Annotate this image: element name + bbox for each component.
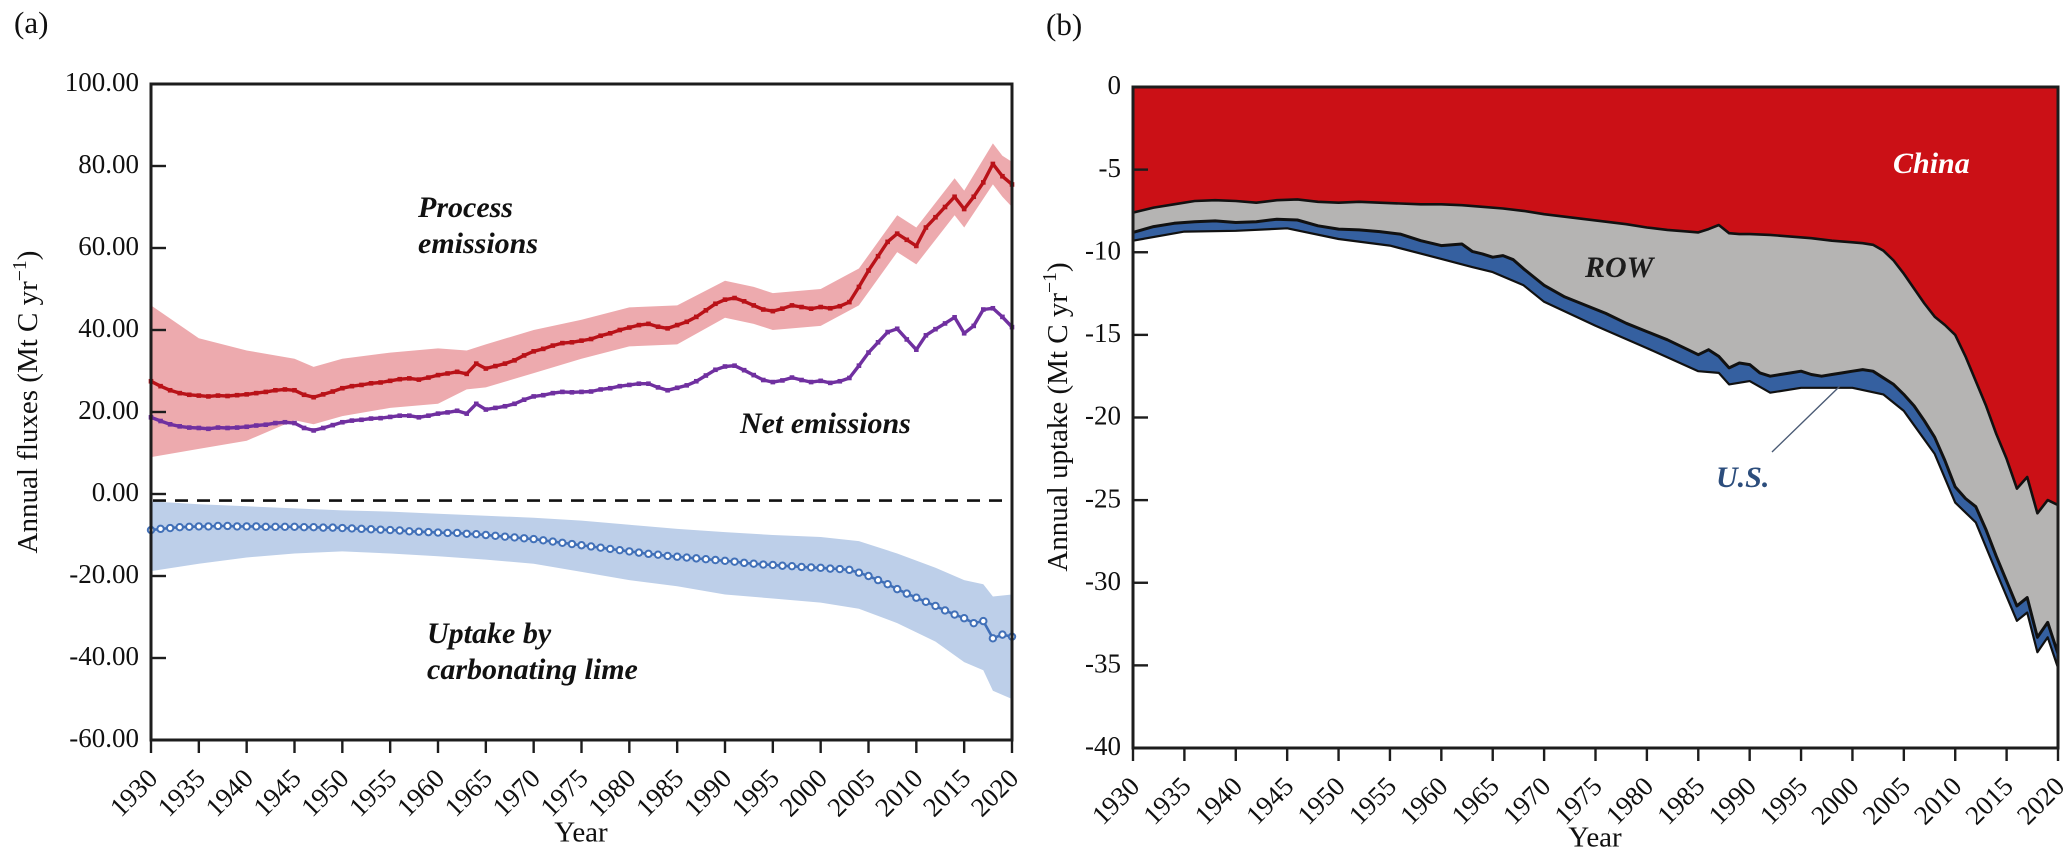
panel-a-x-tick-label: 2000 <box>774 763 833 822</box>
china-row-boundary-line <box>1132 198 2059 515</box>
panel-b-x-tick-label: 1950 <box>1291 771 1350 830</box>
panel-a-y-tick-label: 40.00 <box>78 313 139 343</box>
annotation-us: U.S. <box>1716 461 1770 494</box>
panel-b-x-tick-label: 1970 <box>1497 771 1556 830</box>
panel-a-tag: (a) <box>14 5 49 40</box>
panel-a-y-tick-label: -60.00 <box>69 723 139 753</box>
panel-a-x-tick-label: 1960 <box>391 763 450 822</box>
annotation-uptake-carbonating-lime: Uptake by carbonating lime <box>427 617 638 686</box>
panel-a-y-tick-label: 60.00 <box>78 231 139 261</box>
panel-b-y-tick-label: -35 <box>1085 649 1121 679</box>
panel-a-x-tick-label: 1970 <box>487 763 546 822</box>
panel-a-plot-box <box>149 82 1014 742</box>
panel-a-y-axis-title-close: ) <box>11 250 44 261</box>
uptake-by-carbonating-lime-band <box>151 501 1012 699</box>
panel-a-x-axis-title: Year <box>554 816 608 849</box>
panel-b-x-tick-label: 1955 <box>1343 771 1402 830</box>
panel-a-y-tick-label: 80.00 <box>78 149 139 179</box>
panel-b-y-tick-label: 0 <box>1108 70 1122 100</box>
panel-b-y-tick-label: -25 <box>1085 483 1121 513</box>
panel-b-y-axis-title-superscript: −1 <box>1039 272 1062 293</box>
panel-a-y-tick-label: 0.00 <box>92 477 139 507</box>
panel-b-y-tick-label: -5 <box>1099 153 1122 183</box>
uptake-by-carbonating-lime-markers <box>146 521 1017 643</box>
panel-a-x-tick-label: 1930 <box>104 763 163 822</box>
panel-b-y-tick-label: -10 <box>1085 235 1121 265</box>
panel-b-y-tick-label: -20 <box>1085 401 1121 431</box>
panel-a-x-tick-label: 2010 <box>869 763 928 822</box>
process-emissions-band <box>151 143 1012 458</box>
panel-a-y-tick-label: -40.00 <box>69 641 139 671</box>
panel-a-y-axis-title-text: Annual fluxes (Mt C yr <box>11 281 44 554</box>
panel-a-x-tick-label: 1965 <box>439 763 498 822</box>
panel-b-x-axis-title: Year <box>1568 821 1622 854</box>
panel-b-x-tick-label: 2000 <box>1805 771 1864 830</box>
panel-b-x-tick-label: 2010 <box>1908 771 1967 830</box>
panel-b-x-tick-label: 1965 <box>1446 771 1505 830</box>
panel-b-x-tick-label: 1935 <box>1137 771 1196 830</box>
annotation-row: ROW <box>1585 251 1654 284</box>
panel-b-y-axis-title-close: ) <box>1041 262 1074 273</box>
panel-a-x-tick-label: 1945 <box>247 763 306 822</box>
panel-b-y-tick-label: -15 <box>1085 318 1121 348</box>
annotation-process-emissions: Process emissions <box>418 191 539 260</box>
panel-b-x-tick-label: 1995 <box>1754 771 1813 830</box>
panel-a-x-tick-label: 2015 <box>917 763 976 822</box>
panel-a-x-tick-label: 2020 <box>965 763 1024 822</box>
panel-a-x-tick-label: 2005 <box>821 763 880 822</box>
panel-b-x-tick-label: 1945 <box>1240 771 1299 830</box>
panel-b-y-axis-title: Annual uptake (Mt C yr−1) <box>1039 262 1075 571</box>
us-annotation-leader-line <box>1771 385 1841 453</box>
panel-b-layers <box>1132 87 2060 669</box>
process-emissions-markers <box>148 161 1015 400</box>
panel-a-y-tick-label: 20.00 <box>78 395 139 425</box>
panel-a-x-tick-label: 1995 <box>726 763 785 822</box>
row-us-boundary-line <box>1132 217 2060 655</box>
panel-b-x-tick-label: 2005 <box>1857 771 1916 830</box>
panel-b-y-tick-label: -30 <box>1085 566 1121 596</box>
panel-b-x-tick-label: 2015 <box>1959 771 2018 830</box>
panel-a-x-tick-label: 1985 <box>630 763 689 822</box>
panel-a-x-tick-label: 1955 <box>343 763 402 822</box>
panel-a-x-tick-label: 1980 <box>582 763 641 822</box>
panel-a-series <box>146 143 1017 699</box>
panel-b-y-tick-label: -40 <box>1085 731 1121 761</box>
panel-b-plot-box <box>1131 85 2060 750</box>
panel-b-x-tick-label: 2020 <box>2011 771 2067 830</box>
annotation-net-emissions: Net emissions <box>740 407 911 440</box>
panel-a-x-tick-label: 1950 <box>295 763 354 822</box>
panel-b-x-tick-label: 1985 <box>1651 771 1710 830</box>
panel-b-x-tick-label: 1990 <box>1703 771 1762 830</box>
panel-b-y-axis-title-text: Annual uptake (Mt C yr <box>1041 292 1074 572</box>
panel-b-x-tick-label: 1960 <box>1394 771 1453 830</box>
panel-b-x-tick-label: 1930 <box>1086 771 1145 830</box>
panel-a-y-tick-label: -20.00 <box>69 559 139 589</box>
row-area <box>1133 199 2058 654</box>
panel-a-y-axis-title-superscript: −1 <box>9 260 32 282</box>
us-bottom-boundary-line <box>1132 227 2060 669</box>
panel-b-x-tick-label: 1940 <box>1189 771 1248 830</box>
panel-b-tag: (b) <box>1046 7 1083 42</box>
panel-a-y-tick-label: 100.00 <box>65 67 139 97</box>
panel-a-x-tick-label: 1935 <box>152 763 211 822</box>
annotation-china: China <box>1893 147 1970 180</box>
panel-a-x-tick-label: 1990 <box>678 763 737 822</box>
panel-a-x-tick-label: 1975 <box>534 763 593 822</box>
panel-a-y-axis-title: Annual fluxes (Mt C yr−1) <box>9 251 45 554</box>
panel-a-x-tick-label: 1940 <box>200 763 259 822</box>
net-emissions-markers <box>148 305 1015 433</box>
china-area <box>1133 87 2058 514</box>
